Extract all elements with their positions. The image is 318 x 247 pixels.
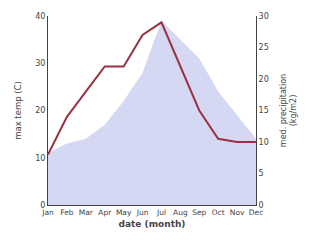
svg-text:15: 15 — [259, 106, 269, 115]
svg-text:25: 25 — [259, 43, 269, 52]
svg-text:Jan: Jan — [41, 208, 54, 217]
svg-text:Feb: Feb — [60, 208, 74, 217]
svg-text:0: 0 — [259, 201, 264, 210]
svg-text:date (month): date (month) — [119, 219, 186, 229]
svg-text:Jul: Jul — [156, 208, 166, 217]
svg-text:30: 30 — [35, 59, 45, 68]
svg-text:Aug: Aug — [173, 208, 188, 217]
svg-text:20: 20 — [35, 106, 45, 115]
svg-text:10: 10 — [259, 138, 269, 147]
svg-text:Jun: Jun — [136, 208, 149, 217]
svg-text:20: 20 — [259, 75, 269, 84]
svg-text:5: 5 — [259, 169, 264, 178]
svg-text:Mar: Mar — [79, 208, 94, 217]
svg-text:Apr: Apr — [98, 208, 112, 217]
svg-text:Sep: Sep — [192, 208, 206, 217]
svg-text:40: 40 — [35, 12, 45, 21]
svg-text:10: 10 — [35, 154, 45, 163]
svg-text:Oct: Oct — [212, 208, 225, 217]
svg-text:May: May — [116, 208, 132, 217]
svg-text:30: 30 — [259, 12, 269, 21]
svg-text:0: 0 — [40, 201, 45, 210]
svg-text:med. precipitation(kg/m2): med. precipitation(kg/m2) — [279, 74, 298, 147]
svg-text:Nov: Nov — [230, 208, 245, 217]
svg-text:max temp (C): max temp (C) — [13, 81, 23, 140]
svg-text:Dec: Dec — [249, 208, 264, 217]
